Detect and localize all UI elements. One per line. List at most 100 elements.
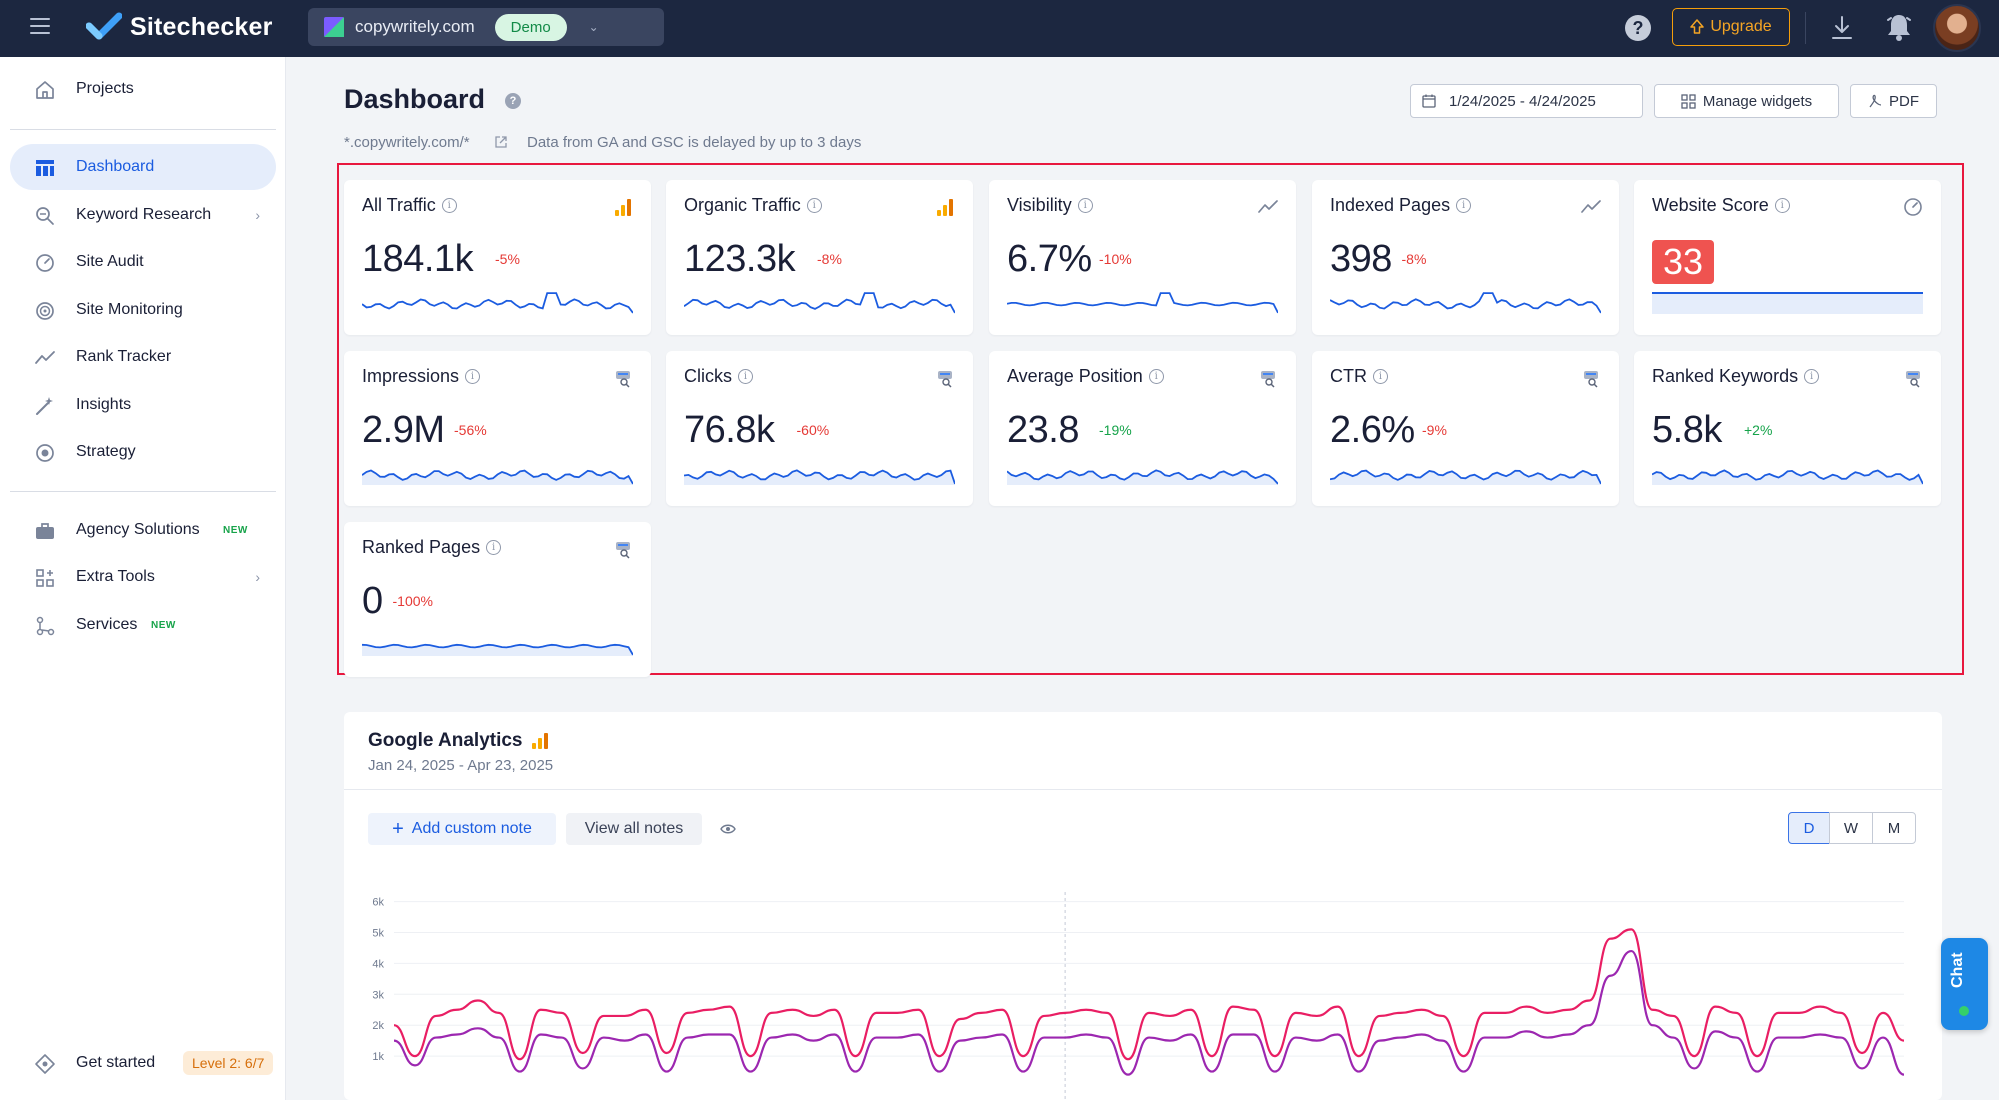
info-icon[interactable]: i: [486, 540, 502, 555]
info-icon[interactable]: i: [1148, 369, 1164, 384]
eye-icon[interactable]: [720, 822, 736, 836]
external-link-icon[interactable]: [494, 135, 508, 149]
granularity-week-button[interactable]: W: [1829, 812, 1873, 844]
widget-title-text: Average Position: [1007, 366, 1143, 386]
sidebar-item-site-monitoring[interactable]: Site Monitoring: [10, 287, 276, 333]
network-icon: [36, 616, 55, 636]
widget-card[interactable]: All Traffic i 184.1k -5%: [344, 180, 651, 335]
sidebar-item-keyword-research[interactable]: Keyword Research ›: [10, 192, 276, 238]
series-line-0: [393, 928, 1905, 1061]
widget-card[interactable]: Ranked Keywords i 5.8k +2%: [1634, 351, 1941, 506]
widget-delta: +2%: [1744, 422, 1773, 438]
widget-value: 398: [1330, 238, 1392, 280]
online-status-icon: [1959, 1006, 1969, 1016]
widget-card[interactable]: Clicks i 76.8k -60%: [666, 351, 973, 506]
info-icon[interactable]: i: [1373, 369, 1388, 384]
sidebar-item-rank-tracker[interactable]: Rank Tracker: [10, 334, 276, 380]
sidebar-item-site-audit[interactable]: Site Audit: [10, 239, 276, 285]
trend-icon: [1258, 200, 1278, 213]
granularity-day-button[interactable]: D: [1788, 812, 1830, 844]
analytics-icon: [615, 199, 631, 216]
user-avatar[interactable]: [1933, 4, 1981, 52]
view-all-notes-button[interactable]: View all notes: [566, 813, 702, 845]
pdf-label: PDF: [1889, 92, 1919, 110]
sidebar-item-agency-solutions[interactable]: Agency Solutions NEW: [10, 507, 276, 553]
pdf-icon: [1869, 94, 1882, 107]
info-icon[interactable]: i: [1774, 198, 1790, 213]
widget-title-text: Indexed Pages: [1330, 195, 1451, 215]
hamburger-menu-icon[interactable]: [30, 18, 50, 34]
help-icon[interactable]: ?: [505, 93, 521, 109]
widget-card[interactable]: Organic Traffic i 123.3k -8%: [666, 180, 973, 335]
search-console-icon: [1584, 371, 1598, 388]
sidebar-item-projects[interactable]: Projects: [10, 66, 276, 112]
widget-value: 2.6%: [1330, 409, 1415, 451]
widget-delta: -10%: [1099, 251, 1132, 267]
sidebar-item-services[interactable]: Services NEW: [10, 602, 276, 648]
widget-card[interactable]: Impressions i 2.9M -56%: [344, 351, 651, 506]
monitoring-icon: [36, 302, 54, 320]
sidebar-item-insights[interactable]: Insights: [10, 382, 276, 428]
info-icon[interactable]: i: [806, 198, 822, 213]
widget-card[interactable]: Ranked Pages i 0 -100%: [344, 522, 651, 677]
info-icon[interactable]: i: [1804, 369, 1820, 384]
compass-icon: [35, 1054, 55, 1074]
search-console-icon: [616, 371, 630, 388]
widget-title: Clicks i: [684, 366, 753, 387]
widget-value: 6.7%: [1007, 238, 1092, 280]
widget-card[interactable]: Visibility i 6.7% -10%: [989, 180, 1296, 335]
ga-title: Google Analytics: [368, 730, 549, 752]
info-icon[interactable]: i: [441, 198, 457, 213]
trend-icon: [1581, 200, 1601, 213]
widget-sparkline: [362, 469, 633, 485]
info-icon[interactable]: i: [465, 369, 481, 384]
download-icon[interactable]: [1829, 14, 1855, 42]
chat-label: Chat: [1949, 952, 1966, 988]
chat-button[interactable]: Chat: [1941, 938, 1988, 1030]
ga-date-range: Jan 24, 2025 - Apr 23, 2025: [368, 757, 554, 774]
widget-card[interactable]: Indexed Pages i 398 -8%: [1312, 180, 1619, 335]
search-console-icon: [1261, 371, 1275, 388]
widget-card[interactable]: Website Score i 33: [1634, 180, 1941, 335]
widget-value: 76.8k: [684, 409, 775, 451]
app-logo[interactable]: Sitechecker: [86, 12, 273, 42]
score-bar: [1652, 292, 1923, 314]
sidebar-item-extra-tools[interactable]: Extra Tools ›: [10, 554, 276, 600]
google-analytics-panel: Google Analytics Jan 24, 2025 - Apr 23, …: [344, 712, 1942, 1100]
widget-title-text: Ranked Pages: [362, 537, 481, 557]
granularity-month-button[interactable]: M: [1872, 812, 1916, 844]
manage-widgets-label: Manage widgets: [1702, 92, 1813, 110]
manage-widgets-button[interactable]: Manage widgets: [1654, 84, 1839, 118]
info-icon[interactable]: i: [1456, 198, 1472, 213]
upgrade-button[interactable]: Upgrade: [1672, 8, 1790, 46]
sidebar-item-label: Site Audit: [76, 253, 144, 270]
help-icon[interactable]: ?: [1625, 15, 1651, 41]
sidebar-item-label: Keyword Research: [76, 206, 212, 223]
header-divider: [1805, 12, 1806, 44]
widget-card[interactable]: Average Position i 23.8 -19%: [989, 351, 1296, 506]
date-range-picker[interactable]: 1/24/2025 - 4/24/2025: [1410, 84, 1643, 118]
sidebar-item-get-started[interactable]: Get started Level 2: 6/7: [10, 1040, 276, 1086]
y-tick-label: 2k: [372, 1020, 384, 1032]
demo-badge: Demo: [494, 13, 567, 41]
widget-delta: -8%: [1401, 251, 1427, 267]
info-icon[interactable]: i: [1077, 198, 1093, 213]
add-custom-note-button[interactable]: + Add custom note: [368, 813, 556, 845]
gauge-icon: [1904, 198, 1922, 216]
widget-title-text: Impressions: [362, 366, 460, 386]
info-icon[interactable]: i: [738, 369, 753, 384]
project-domain: copywritely.com: [355, 17, 475, 36]
sidebar-item-dashboard[interactable]: Dashboard: [10, 144, 276, 190]
widget-sparkline: [362, 643, 633, 656]
add-note-label: Add custom note: [411, 820, 532, 837]
bell-icon[interactable]: [1885, 12, 1913, 42]
project-selector[interactable]: copywritely.com Demo ⌄: [308, 8, 664, 46]
widget-card[interactable]: CTR i 2.6% -9%: [1312, 351, 1619, 506]
pdf-export-button[interactable]: PDF: [1850, 84, 1937, 118]
sidebar-item-strategy[interactable]: Strategy: [10, 429, 276, 475]
calendar-icon: [1422, 94, 1436, 108]
widget-title: Average Position i: [1007, 366, 1164, 387]
analytics-icon: [531, 733, 548, 749]
widget-sparkline: [1330, 469, 1601, 485]
upgrade-arrow-icon: [1690, 19, 1705, 34]
